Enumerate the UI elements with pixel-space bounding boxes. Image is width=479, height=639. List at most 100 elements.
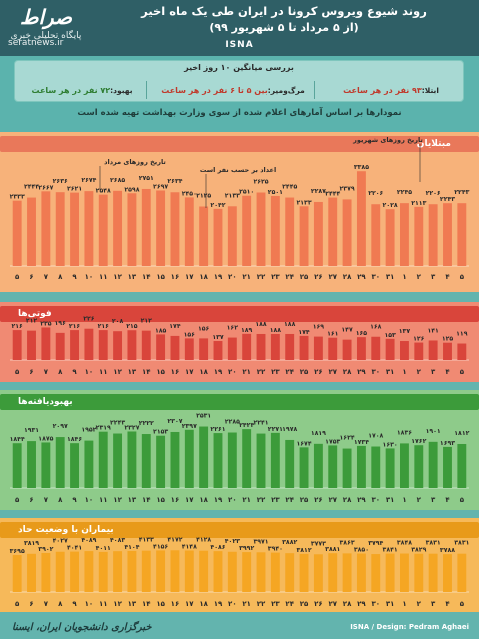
- critical-value-label: ۴۱۰۴: [124, 544, 139, 551]
- critical-bar: [242, 552, 252, 592]
- critical-value-label: ۳۶۹۵: [10, 548, 25, 555]
- page-header: صراط پایگاه تحلیلی خبری seratnews.ir رون…: [0, 0, 479, 56]
- recovery-value-label: ۱۸۴۶: [67, 436, 82, 443]
- death-value-label: ۱۸۸: [270, 327, 282, 334]
- death-value-label: ۱۸۵: [155, 327, 167, 334]
- critical-bar: [313, 554, 323, 592]
- recovery-value-label: ۲۳۰۷: [167, 418, 182, 425]
- critical-value-label: ۳۸۲۹: [411, 547, 426, 554]
- death-value-label: ۱۶۵: [356, 330, 368, 337]
- death-value-label: ۲۱۶: [12, 323, 24, 330]
- recovery-day-tick: ۴: [445, 496, 450, 504]
- recovery-value-label: ۲۲۸۵: [225, 419, 240, 426]
- infection-value-label: ۲۶۶۷: [38, 184, 53, 191]
- death-day-tick: ۲۶: [314, 368, 323, 376]
- infection-label: ابتلا:: [421, 86, 439, 95]
- critical-bar: [400, 553, 409, 592]
- death-value-label: ۱۵۶: [198, 325, 210, 332]
- recovery-day-tick: ۶: [29, 496, 33, 504]
- recovery-bar: [256, 433, 266, 488]
- critical-day-tick: ۱۸: [199, 600, 208, 608]
- death-value-label: ۱۸۹: [241, 327, 253, 334]
- death-bar: [457, 343, 467, 360]
- recovery-value-label: ۲۲۴۱: [253, 420, 268, 427]
- critical-value-label: ۴۰۱۱: [96, 545, 111, 552]
- recovery-bar: [127, 431, 137, 488]
- recovery-day-tick: ۱۹: [214, 496, 223, 504]
- summary-box: بررسی میانگین ۱۰ روز اخیر ابتلا: ۹۳ نفر …: [14, 60, 464, 102]
- recovery-bar: [428, 441, 438, 488]
- death-day-tick: ۱۱: [99, 368, 108, 376]
- critical-bar: [70, 551, 79, 592]
- infection-value-label: ۲۰۲۸: [383, 202, 398, 209]
- infection-day-tick: ۳۰: [371, 273, 380, 281]
- critical-bar: [184, 550, 194, 592]
- critical-day-tick: ۲۹: [357, 600, 366, 608]
- recovery-bar: [385, 448, 395, 488]
- critical-day-tick: ۶: [29, 600, 33, 608]
- critical-day-tick: ۲۱: [242, 600, 251, 608]
- data-source-note: نمودارها بر اساس آمارهای اعلام شده از سو…: [77, 108, 402, 118]
- death-value-label: ۱۶۹: [313, 324, 325, 331]
- infection-value-label: ۲۴۴۴: [325, 191, 340, 198]
- infection-value-label: ۲۵۹۸: [124, 186, 139, 193]
- recovery-section-bg: [0, 390, 479, 510]
- critical-bar: [385, 553, 395, 592]
- infection-day-tick: ۲۶: [314, 273, 323, 281]
- infection-day-tick: ۳۱: [386, 273, 395, 281]
- recovery-label: بهبود:: [110, 86, 133, 95]
- recovery-day-tick: ۲۸: [343, 496, 352, 504]
- death-value-label: ۱۸۸: [284, 321, 296, 328]
- death-value-label: ۱۴۱: [427, 327, 438, 334]
- summary-divider: [314, 81, 315, 99]
- critical-value-label: ۴۱۲۸: [196, 537, 211, 544]
- recovery-bar: [213, 433, 223, 488]
- recovery-value-label: ۱۸۳۶: [397, 429, 412, 436]
- recovery-day-tick: ۲۳: [271, 496, 280, 504]
- critical-day-tick: ۱۴: [142, 600, 151, 608]
- recovery-value-label: ۱۸۱۲: [454, 430, 469, 437]
- recovery-bar: [328, 445, 338, 488]
- critical-day-tick: ۸: [58, 600, 63, 608]
- recovery-bar: [113, 433, 123, 488]
- infection-bar: [270, 195, 280, 266]
- recovery-value-label: ۱۸۴۴: [10, 436, 25, 443]
- death-day-tick: ۱۷: [185, 368, 194, 376]
- critical-bar: [98, 551, 108, 592]
- recovery-value-label: ۲۱۵۳: [153, 429, 168, 436]
- recovery-bar: [84, 440, 94, 488]
- recovery-section-title: بهبودیافته‌ها: [0, 394, 479, 410]
- recovery-bar: [242, 429, 252, 488]
- death-day-tick: ۷: [44, 368, 49, 376]
- brand-logo: صراط پایگاه تحلیلی خبری: [4, 4, 88, 48]
- critical-bar: [12, 555, 22, 592]
- critical-value-label: ۳۹۷۱: [253, 538, 268, 545]
- critical-value-label: ۳۷۸۸: [440, 547, 455, 554]
- critical-bar: [328, 553, 338, 592]
- critical-value-label: ۳۸۸۲: [282, 539, 297, 546]
- infection-day-tick: ۱۳: [128, 273, 137, 281]
- recovery-value: ۷۲ نفر در هر ساعت: [31, 86, 111, 95]
- death-bar: [213, 341, 223, 360]
- recovery-value-label: ۱۷۳۴: [354, 439, 369, 446]
- infection-value-label: ۲۵۱۰: [239, 189, 254, 196]
- critical-value-label: ۳۷۷۳: [311, 540, 326, 547]
- critical-day-tick: ۳۰: [371, 600, 380, 608]
- critical-bar: [457, 553, 467, 592]
- death-bar: [299, 335, 309, 360]
- infection-day-tick: ۱۱: [99, 273, 108, 281]
- page-title: روند شیوع ویروس کرونا در ایران طی یک ماه…: [141, 4, 427, 18]
- infection-day-tick: ۲۴: [285, 273, 294, 281]
- recovery-value-label: ۲۵۳۱: [196, 413, 211, 420]
- critical-bar: [443, 554, 452, 592]
- death-bar: [342, 339, 352, 360]
- infection-day-tick: ۵: [460, 273, 465, 281]
- infection-value-label: ۲۳۷۹: [340, 185, 355, 192]
- critical-value-label: ۳۸۳۱: [426, 540, 441, 547]
- critical-value-label: ۴۱۷۲: [167, 536, 182, 543]
- infection-bar: [313, 201, 323, 266]
- infection-bar: [98, 194, 108, 266]
- infection-value-label: ۲۷۵۱: [139, 175, 154, 182]
- recovery-bar: [342, 448, 352, 488]
- critical-day-tick: ۱۶: [171, 600, 180, 608]
